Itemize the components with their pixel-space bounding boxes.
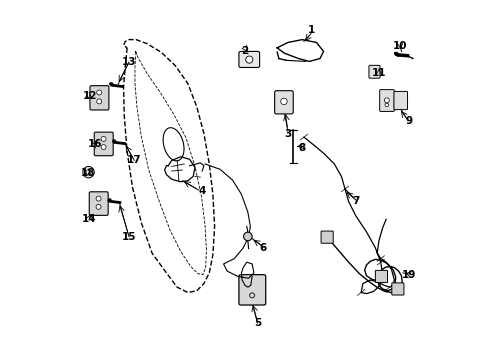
Text: 14: 14 bbox=[82, 214, 97, 224]
Circle shape bbox=[101, 136, 106, 141]
Text: 15: 15 bbox=[122, 232, 136, 242]
Text: 7: 7 bbox=[352, 197, 360, 206]
Text: 2: 2 bbox=[242, 46, 248, 57]
Text: 9: 9 bbox=[406, 116, 413, 126]
FancyBboxPatch shape bbox=[94, 132, 113, 156]
Circle shape bbox=[110, 82, 113, 86]
FancyBboxPatch shape bbox=[369, 65, 380, 78]
Text: 19: 19 bbox=[402, 270, 416, 280]
Text: 17: 17 bbox=[127, 156, 142, 165]
Circle shape bbox=[96, 196, 101, 201]
FancyBboxPatch shape bbox=[375, 270, 388, 283]
FancyBboxPatch shape bbox=[239, 51, 260, 67]
Circle shape bbox=[96, 204, 101, 209]
Text: 4: 4 bbox=[198, 186, 206, 196]
Text: 10: 10 bbox=[393, 41, 408, 51]
Text: 6: 6 bbox=[259, 243, 267, 253]
Text: 16: 16 bbox=[88, 139, 102, 149]
Text: 5: 5 bbox=[254, 318, 261, 328]
Text: 18: 18 bbox=[81, 168, 96, 178]
FancyBboxPatch shape bbox=[90, 86, 109, 110]
Text: 11: 11 bbox=[372, 68, 386, 78]
FancyBboxPatch shape bbox=[89, 192, 108, 215]
Circle shape bbox=[86, 170, 91, 175]
FancyBboxPatch shape bbox=[394, 91, 408, 110]
Circle shape bbox=[113, 140, 116, 143]
Text: 3: 3 bbox=[284, 129, 292, 139]
Circle shape bbox=[385, 103, 389, 107]
Text: 12: 12 bbox=[82, 91, 97, 101]
Circle shape bbox=[101, 145, 106, 150]
Circle shape bbox=[281, 98, 287, 105]
Text: 13: 13 bbox=[122, 57, 136, 67]
Circle shape bbox=[97, 99, 102, 104]
Circle shape bbox=[97, 90, 102, 95]
FancyBboxPatch shape bbox=[239, 275, 266, 305]
Circle shape bbox=[245, 56, 253, 63]
Text: 8: 8 bbox=[298, 143, 306, 153]
Circle shape bbox=[384, 98, 390, 103]
Circle shape bbox=[108, 199, 111, 202]
FancyBboxPatch shape bbox=[392, 283, 404, 295]
Circle shape bbox=[244, 232, 252, 241]
FancyBboxPatch shape bbox=[321, 231, 333, 243]
FancyBboxPatch shape bbox=[275, 91, 293, 114]
Text: 1: 1 bbox=[307, 25, 315, 35]
Circle shape bbox=[394, 52, 398, 56]
Circle shape bbox=[83, 166, 94, 178]
FancyBboxPatch shape bbox=[380, 90, 394, 111]
